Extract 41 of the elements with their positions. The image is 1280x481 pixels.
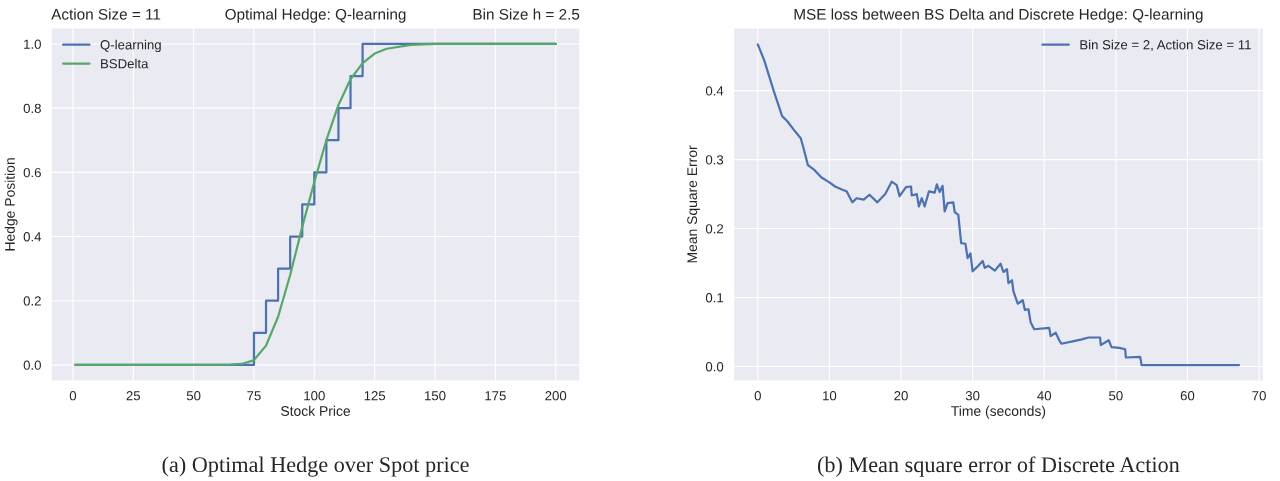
- x-tick-label: 175: [485, 391, 506, 401]
- chart-title: MSE loss between BS Delta and Discrete Hedge: Q-learning: [794, 8, 1203, 23]
- x-tick-label: 0: [754, 391, 761, 401]
- y-tick-label: 0.3: [705, 155, 724, 165]
- y-tick-label: 0.2: [23, 296, 41, 306]
- chart-title: Optimal Hedge: Q-learning: [225, 8, 406, 23]
- x-tick-label: 70: [1252, 391, 1266, 401]
- y-tick-label: 0.8: [23, 103, 41, 114]
- legend-label: Q-learning: [100, 39, 161, 53]
- y-axis-title: Mean Square Error: [687, 145, 700, 263]
- text: Bin Size h = 2.5: [473, 8, 580, 20]
- legend-label: Bin Size = 2, Action Size = 11: [1080, 39, 1251, 52]
- x-tick-label: 125: [364, 391, 386, 401]
- legend-label: BSDelta: [101, 58, 149, 69]
- x-tick-label: 75: [247, 391, 261, 401]
- x-tick-label: 10: [823, 391, 837, 401]
- x-tick-label: 30: [965, 391, 980, 401]
- x-axis-title: Stock Price: [281, 405, 351, 416]
- x-axis-title: Time (seconds): [951, 405, 1046, 419]
- y-tick-label: 0.6: [23, 167, 41, 178]
- y-tick-label: 0.4: [705, 86, 724, 96]
- y-tick-label: 0.4: [23, 232, 42, 242]
- x-tick-label: 100: [304, 391, 325, 401]
- x-tick-label: 200: [545, 391, 567, 401]
- x-tick-label: 60: [1180, 391, 1195, 401]
- x-tick-label: 25: [126, 391, 141, 401]
- y-tick-label: 0.0: [705, 362, 724, 372]
- text: (a) Optimal Hedge over Spot price: [162, 456, 469, 477]
- x-tick-label: 50: [186, 391, 201, 401]
- x-tick-label: 20: [894, 391, 908, 401]
- text: Action Size = 11: [51, 8, 161, 20]
- text: (b) Mean square error of Discrete Action: [817, 456, 1180, 477]
- y-tick-label: 0.0: [23, 360, 41, 370]
- y-tick-label: 0.2: [705, 224, 724, 234]
- x-tick-label: 150: [425, 391, 446, 401]
- x-tick-label: 50: [1109, 391, 1123, 401]
- y-axis-title: Hedge Position: [4, 158, 18, 251]
- x-tick-label: 0: [69, 391, 77, 401]
- y-tick-label: 1.0: [24, 39, 41, 49]
- y-tick-label: 0.1: [705, 293, 724, 303]
- x-tick-label: 40: [1037, 391, 1052, 401]
